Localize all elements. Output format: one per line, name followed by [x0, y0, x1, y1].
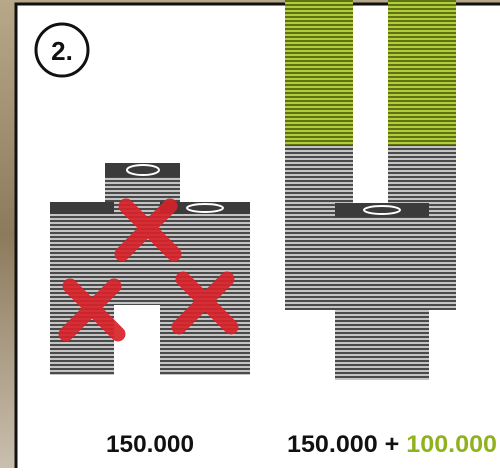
base-amount: 150.000 [287, 431, 378, 458]
step-number: 2. [51, 36, 73, 66]
page: 2. 150.000 150.000 + 100.000 (() => { co… [0, 0, 500, 468]
extra-amount: 100.000 [406, 431, 497, 458]
right-amount: 150.000 + 100.000 [287, 431, 497, 458]
left-amount: 150.000 [106, 431, 194, 458]
plus-sign: + [385, 431, 400, 458]
infographic: 2. 150.000 150.000 + 100.000 [0, 0, 500, 468]
